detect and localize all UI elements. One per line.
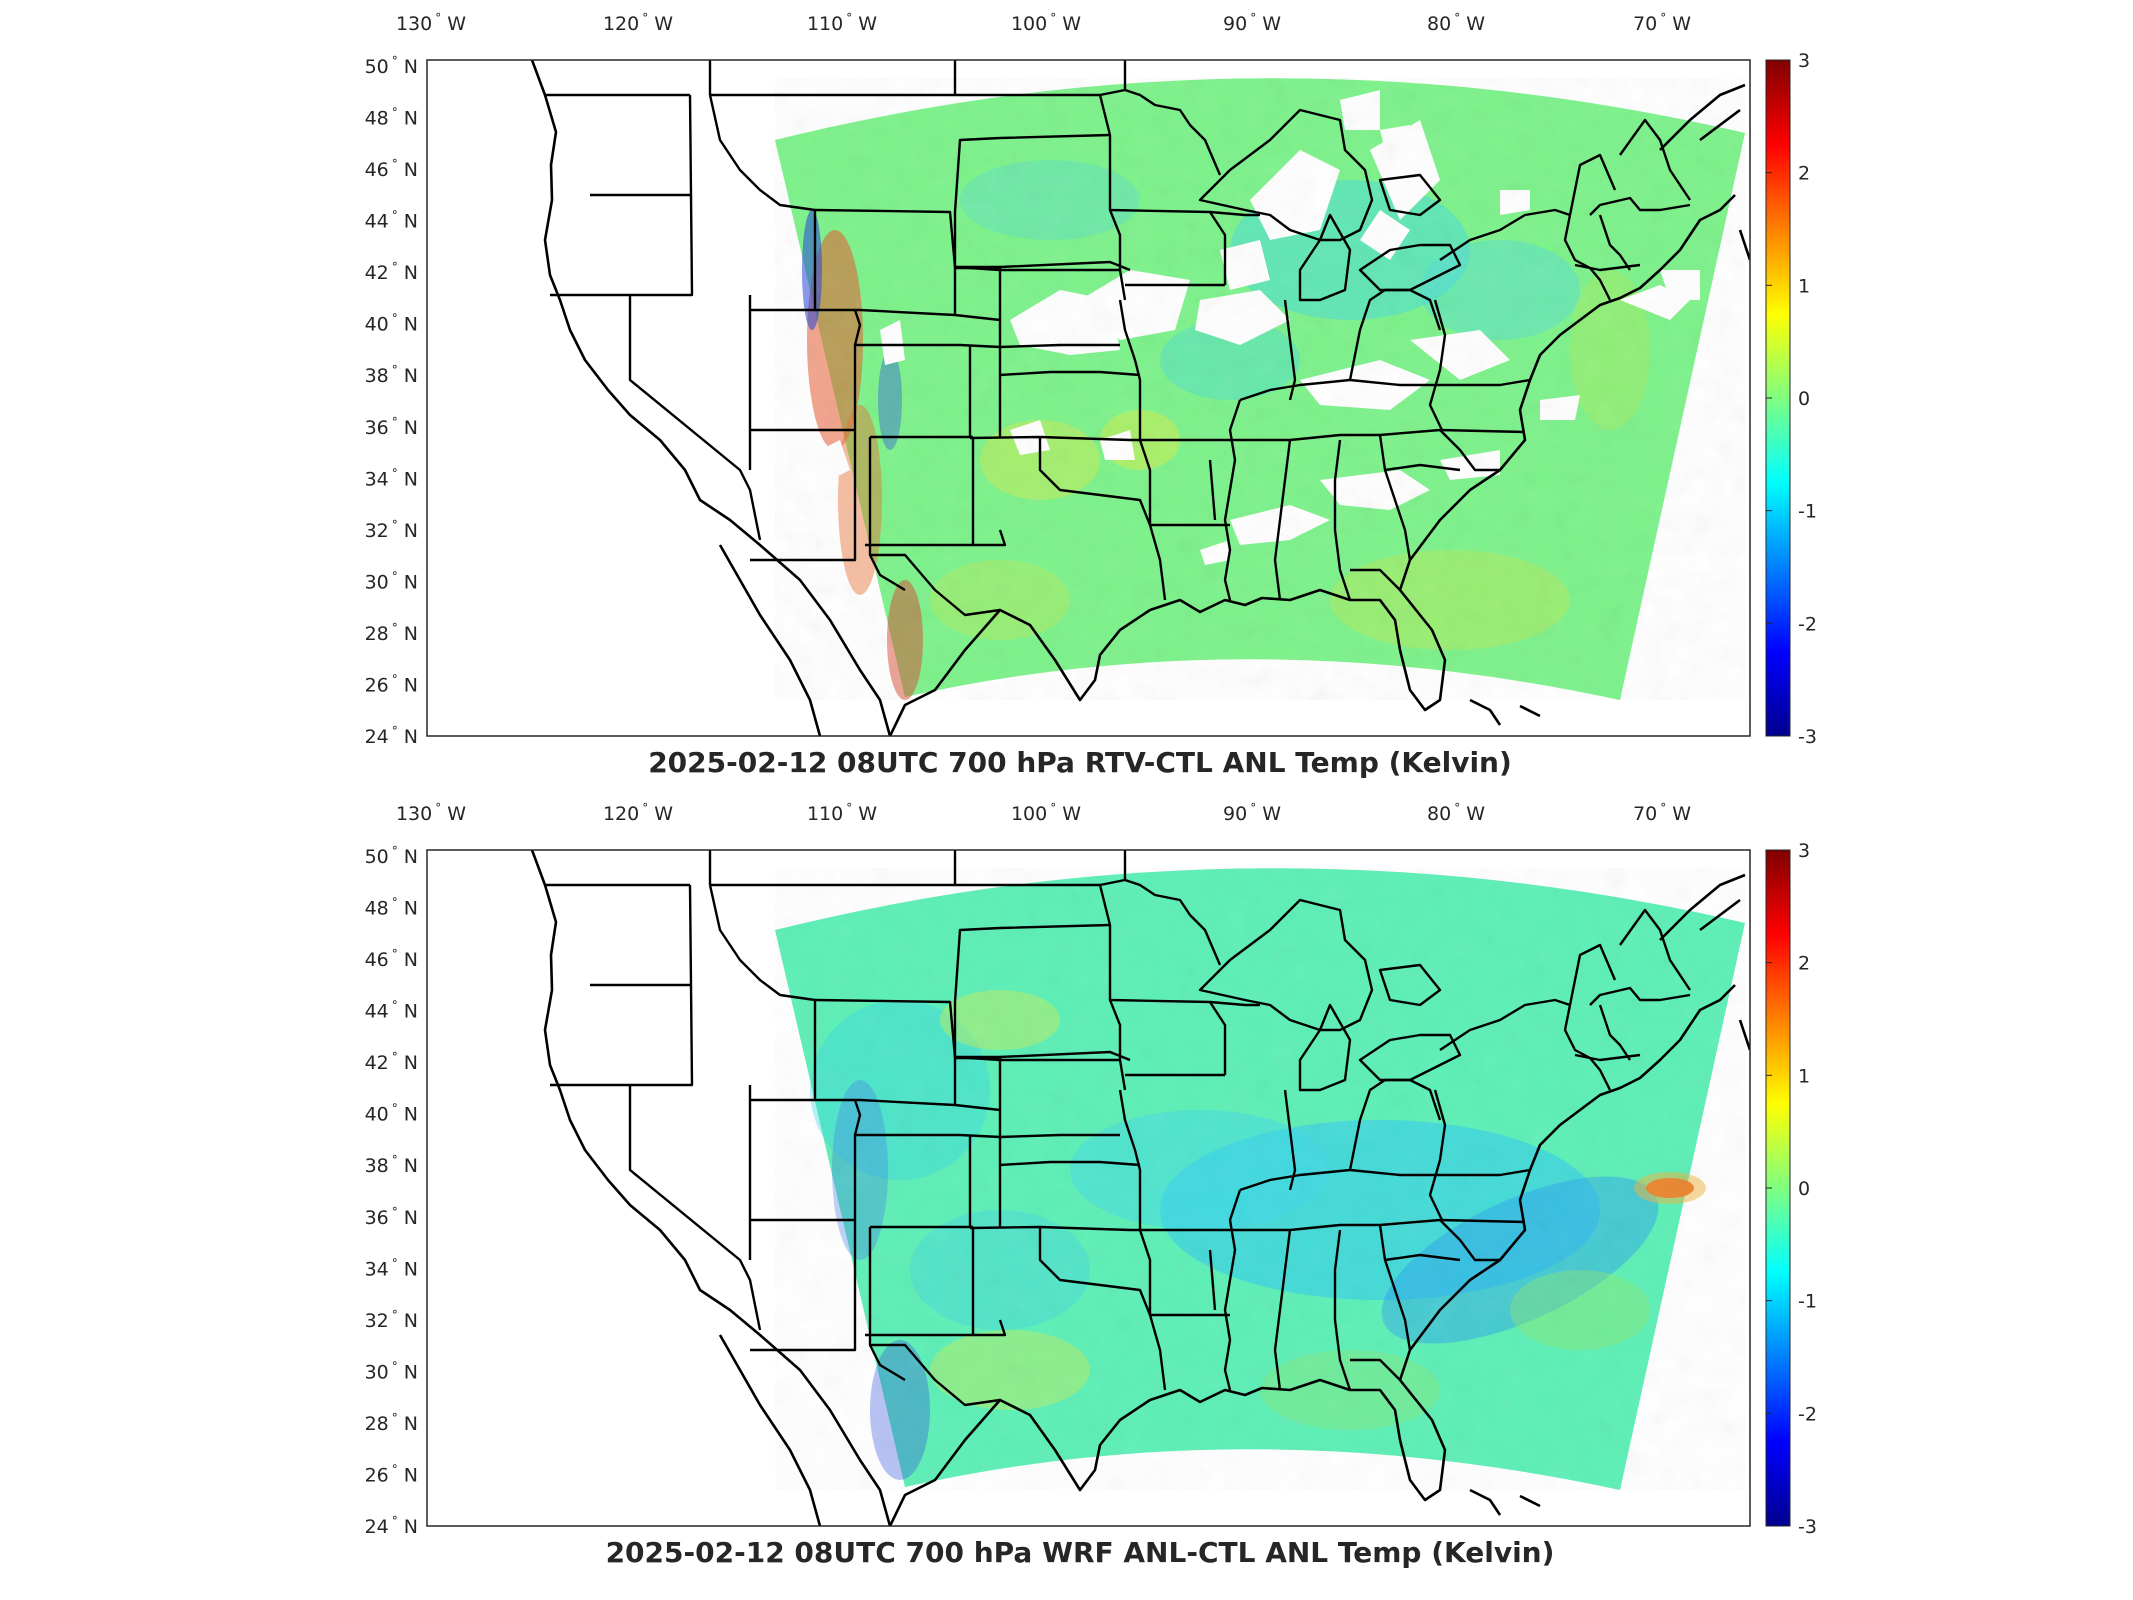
top-colorbar-tick-label: -1 [1798,501,1817,523]
bottom-lat-tick-label: 40 ° N [365,1102,418,1126]
top-lat-tick-label: 34 ° N [365,466,418,490]
bottom-lat-tick-label: 42 ° N [365,1050,418,1074]
top-map-frame [426,59,1751,737]
top-colorbar-tick-label: -2 [1798,613,1817,635]
top-colorbar-tick-label: 3 [1798,50,1810,72]
top-lon-tick-labels: 130 ° W 120 ° W 110 ° W 100 ° W 90 ° W 80 ° W 70 ° W [396,11,1691,35]
top-lat-tick-label: 38 ° N [365,363,418,387]
top-lon-tick-label: 110 ° W [807,11,877,35]
bottom-lat-tick-label: 38 ° N [365,1153,418,1177]
top-colorbar-tick-label: 0 [1798,388,1810,410]
bottom-colorbar-tick-label: -1 [1798,1291,1817,1313]
bottom-lon-tick-label: 120 ° W [603,801,673,825]
top-map-svg: 130 ° W 120 ° W 110 ° W 100 ° W 90 ° W 80 ° W 70 ° W 50 ° N 48 °… [365,11,1817,779]
bottom-map-outlines [530,850,1750,1526]
top-lon-tick-label: 80 ° W [1427,11,1485,35]
top-lat-tick-label: 30 ° N [365,569,418,593]
top-lat-tick-label: 26 ° N [365,672,418,696]
bottom-lat-tick-label: 26 ° N [365,1462,418,1486]
bottom-lon-tick-label: 80 ° W [1427,801,1485,825]
bottom-lon-tick-label: 130 ° W [396,801,466,825]
bottom-lon-tick-labels: 130 ° W 120 ° W 110 ° W 100 ° W 90 ° W 80 ° W 70 ° W [396,801,1691,825]
top-map-panel: 130 ° W 120 ° W 110 ° W 100 ° W 90 ° W 80 ° W 70 ° W 50 ° N 48 °… [365,11,1817,779]
bottom-lat-tick-label: 44 ° N [365,999,418,1023]
bottom-lat-tick-label: 32 ° N [365,1308,418,1332]
top-lon-tick-label: 90 ° W [1223,11,1281,35]
bottom-lon-tick-label: 110 ° W [807,801,877,825]
top-lon-tick-label: 100 ° W [1011,11,1081,35]
top-map-outlines [530,60,1750,736]
bottom-domain-noise [775,868,1745,1490]
bottom-lon-tick-label: 90 ° W [1223,801,1281,825]
bottom-lat-tick-label: 50 ° N [365,844,418,868]
bottom-lon-tick-label: 70 ° W [1633,801,1691,825]
top-lat-tick-label: 48 ° N [365,106,418,130]
top-lat-tick-label: 32 ° N [365,518,418,542]
bottom-lat-tick-labels: 50 ° N 48 ° N 46 ° N 44 ° N 42 ° N 40 ° N 38 ° N 36 ° N 34 ° N 32 ° N… [365,844,418,1538]
top-colorbar-tick-label: 1 [1798,275,1810,297]
top-lat-tick-labels: 50 ° N 48 ° N 46 ° N 44 ° N 42 ° N 40 ° N 38 ° N 36 ° N 34 ° N 32 ° N… [365,54,418,748]
bottom-lat-tick-label: 30 ° N [365,1359,418,1383]
bottom-panel-title: 2025-02-12 08UTC 700 hPa WRF ANL-CTL ANL… [606,1536,1555,1569]
bottom-colorbar: 3 2 1 0 -1 -2 -3 [1765,840,1817,1538]
bottom-lat-tick-label: 24 ° N [365,1514,418,1538]
top-lat-tick-label: 46 ° N [365,157,418,181]
top-lat-tick-label: 28 ° N [365,621,418,645]
bottom-map-svg: 130 ° W 120 ° W 110 ° W 100 ° W 90 ° W 80 ° W 70 ° W 50 ° N 48 °… [365,801,1817,1569]
top-lat-tick-label: 40 ° N [365,312,418,336]
top-lon-tick-label: 70 ° W [1633,11,1691,35]
top-colorbar: 3 2 1 0 -1 -2 -3 [1765,50,1817,748]
bottom-lat-tick-label: 28 ° N [365,1411,418,1435]
top-domain-noise [775,78,1745,700]
top-lat-tick-label: 36 ° N [365,415,418,439]
bottom-map-panel: 130 ° W 120 ° W 110 ° W 100 ° W 90 ° W 80 ° W 70 ° W 50 ° N 48 °… [0,790,2133,1590]
top-lat-tick-label: 42 ° N [365,260,418,284]
bottom-lon-tick-label: 100 ° W [1011,801,1081,825]
bottom-lat-tick-label: 34 ° N [365,1256,418,1280]
bottom-lat-tick-label: 48 ° N [365,896,418,920]
bottom-lat-tick-label: 36 ° N [365,1205,418,1229]
top-colorbar-ticks: 3 2 1 0 -1 -2 -3 [1766,50,1817,748]
top-lon-tick-label: 130 ° W [396,11,466,35]
bottom-colorbar-tick-label: -2 [1798,1403,1817,1425]
bottom-colorbar-tick-label: 3 [1798,840,1810,862]
top-colorbar-tick-label: 2 [1798,163,1810,185]
bottom-colorbar-tick-label: 2 [1798,953,1810,975]
bottom-colorbar-tick-label: -3 [1798,1516,1817,1538]
bottom-lat-tick-label: 46 ° N [365,947,418,971]
top-lon-tick-label: 120 ° W [603,11,673,35]
top-panel-title: 2025-02-12 08UTC 700 hPa RTV-CTL ANL Tem… [648,746,1512,779]
top-lat-tick-label: 44 ° N [365,209,418,233]
bottom-map-frame [426,849,1751,1527]
bottom-colorbar-ticks: 3 2 1 0 -1 -2 -3 [1766,840,1817,1538]
top-lat-tick-label: 24 ° N [365,724,418,748]
bottom-colorbar-tick-label: 1 [1798,1065,1810,1087]
top-colorbar-tick-label: -3 [1798,726,1817,748]
bottom-colorbar-tick-label: 0 [1798,1178,1810,1200]
top-lat-tick-label: 50 ° N [365,54,418,78]
